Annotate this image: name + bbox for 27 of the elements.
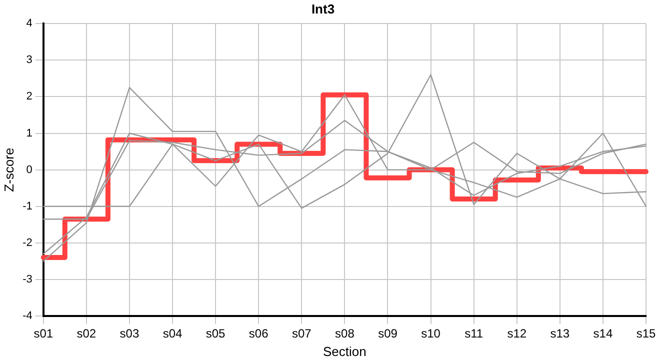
y-tick-label: 1 [26,127,32,140]
x-tick-label: s04 [162,326,183,341]
y-tick-label: -2 [22,236,32,249]
x-tick-label: s05 [206,326,226,341]
y-tick-label: -3 [22,273,32,286]
y-tick-label: 2 [26,90,32,103]
x-axis-title: Section [323,344,366,359]
x-tick-label: s12 [507,326,527,341]
x-tick-label: s13 [550,326,570,341]
y-tick-label: -1 [22,200,32,212]
x-tick-label: s14 [593,326,613,341]
x-tick-label: s01 [34,326,54,341]
x-tick-label: s11 [464,326,484,341]
y-tick-label: 4 [26,18,32,30]
x-tick-label: s03 [120,326,140,341]
x-tick-label: s15 [636,326,656,341]
x-tick-label: s06 [248,326,269,341]
y-tick-label: 3 [26,54,32,66]
x-tick-label: s02 [76,326,96,341]
y-tick-label: 0 [26,164,32,176]
x-tick-label: s09 [378,326,398,341]
x-tick-label: s08 [335,326,355,341]
y-tick-label: -4 [22,310,32,322]
chart-title: Int3 [311,1,335,16]
x-tick-label: s07 [292,326,312,341]
x-tick-label: s10 [421,326,441,341]
y-axis-title: Z-score [1,148,16,192]
